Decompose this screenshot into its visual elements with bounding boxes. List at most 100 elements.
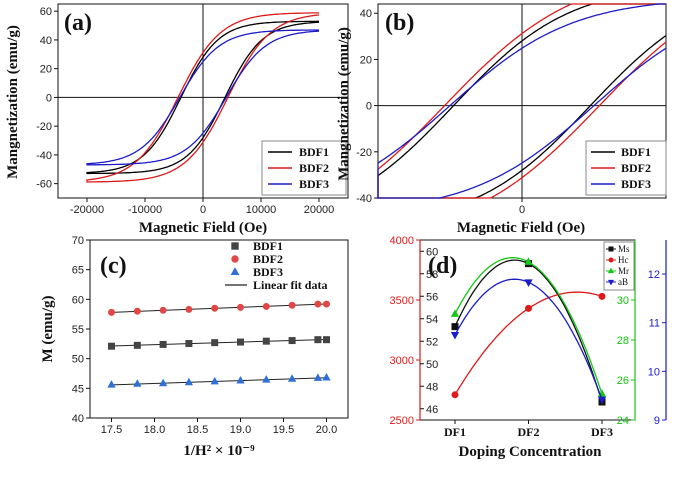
panel-c-point-bdf2	[211, 304, 219, 312]
panel-c-label: (c)	[100, 253, 127, 279]
panel-b-legend-label: BDF1	[621, 145, 651, 159]
panel-b-loop-bdf3	[377, 3, 667, 199]
panel-c-xtick-label: 17.5	[101, 424, 122, 436]
panel-a-legend-label: BDF3	[299, 177, 329, 191]
panel-c-point-bdf3	[210, 376, 219, 385]
panel-d-ab-tick-label: 9	[654, 415, 660, 427]
panel-d-ms-tick-label: 56	[426, 291, 438, 303]
panel-a-ytick-label: 0	[46, 92, 52, 104]
panel-c-point-bdf2	[314, 300, 322, 308]
panel-d-ab-tick-label: 12	[648, 269, 660, 281]
panel-c-point-bdf3	[313, 373, 323, 381]
panel-a-ylabel: Mangnetization (emu/g)	[5, 25, 21, 179]
panel-d-curve-mr	[454, 257, 603, 395]
panel-c-xlabel: 1/H² × 10⁻⁹	[183, 443, 255, 459]
panel-d-point-ab	[524, 279, 533, 287]
panel-c-point-bdf2	[159, 306, 167, 314]
panel-c-point-bdf2	[133, 307, 141, 315]
panel-c-point-bdf2	[323, 300, 330, 308]
panel-a-legend-label: BDF2	[299, 161, 329, 175]
panel-d-legend-marker	[607, 279, 615, 286]
panel-d-xlabel: Doping Concentration	[459, 444, 603, 460]
panel-a-ytick-label: -40	[36, 150, 52, 162]
panel-d-ms-tick-label: 52	[426, 336, 438, 348]
panel-c-legend-label: BDF2	[253, 252, 283, 266]
panel-b-ytick-label: -20	[356, 147, 372, 159]
panel-c-frame	[89, 239, 349, 419]
panel-a-xtick-label: -20000	[70, 204, 104, 216]
panel-c-legend-label: BDF3	[253, 265, 283, 279]
panel-c-point-bdf2	[237, 303, 244, 311]
panel-b-xtick-label: 0	[519, 204, 525, 216]
panel-d-mr-tick-label: 30	[617, 295, 629, 307]
panel-c-legend-label: BDF1	[253, 239, 283, 253]
panel-a-xlabel: Magnetic Field (Oe)	[139, 220, 267, 236]
panel-d-ms-tick-label: 60	[426, 246, 438, 258]
panel-c-point-bdf1	[211, 339, 219, 347]
panel-d-legend-label: aB	[618, 277, 628, 287]
panel-d-point-hc	[598, 292, 606, 300]
panel-c-point-bdf1	[288, 337, 296, 345]
panel-d-ab-tick-label: 10	[648, 366, 660, 378]
panel-d-mr-tick-label: 24	[617, 415, 629, 427]
panel-c-point-bdf3	[107, 380, 116, 388]
panel-a-loop-bdf2	[86, 12, 320, 183]
panel-a-ytick-label: -60	[36, 179, 52, 191]
panel-c-ytick-label: 70	[72, 235, 84, 247]
panel-d-point-hc	[525, 304, 532, 312]
panel-c-ytick-label: 60	[72, 294, 84, 306]
panel-d-label: (d)	[428, 253, 457, 279]
panel-c-point-bdf2	[262, 302, 270, 310]
panel-c-point-bdf3	[322, 373, 331, 381]
panel-d-legend-label: Hc	[618, 255, 629, 265]
panel-c-xtick-label: 19.5	[273, 424, 294, 436]
panel-d-ms-tick-label: 46	[426, 404, 438, 416]
panel-d-xtick-label: DF1	[444, 425, 466, 439]
panel-b-ytick-label: 20	[360, 54, 372, 66]
panel-c-legend-marker	[231, 242, 239, 250]
panel-a-legend-label: BDF1	[299, 145, 329, 159]
panel-c-point-bdf3	[133, 379, 142, 387]
panel-d-legend-label: Mr	[618, 266, 629, 276]
panel-a-ytick-label: 60	[40, 6, 52, 18]
panel-c-point-bdf1	[108, 342, 115, 350]
panel-d-ms-tick-label: 50	[426, 359, 438, 371]
panel-a-label: (a)	[64, 10, 92, 36]
panel-b-xlabel: Magnetic Field (Oe)	[457, 220, 585, 236]
panel-d-legend-marker	[608, 246, 614, 252]
panel-b-ytick-label: 0	[366, 101, 372, 113]
panel-a-ytick-label: 40	[40, 35, 52, 47]
panel-c-point-bdf1	[185, 340, 193, 348]
panel-c-ytick-label: 40	[72, 413, 84, 425]
panel-b-legend-label: BDF2	[621, 161, 651, 175]
panel-c-xtick-label: 20.0	[316, 424, 337, 436]
panel-d-hc-tick-label: 3000	[390, 355, 414, 367]
panel-c-legend-fit-label: Linear fit data	[253, 278, 327, 292]
panel-a-xtick-label: 20000	[304, 204, 335, 216]
panel-a-ytick-label: -20	[36, 121, 52, 133]
panel-d-point-ab	[597, 396, 607, 405]
panel-c-point-bdf3	[158, 378, 168, 387]
panel-c-point-bdf3	[262, 375, 271, 383]
panel-d-ms-tick-label: 54	[426, 314, 438, 326]
panel-d-point-mr	[450, 309, 460, 317]
panel-b-label: (b)	[385, 10, 414, 36]
panel-c-ytick-label: 65	[72, 265, 84, 277]
panel-c-point-bdf1	[323, 336, 330, 344]
panel-c-point-bdf3	[184, 377, 194, 386]
panel-c-legend-marker	[231, 255, 239, 263]
panel-c-xtick-label: 19.0	[230, 424, 251, 436]
panel-d-point-mr	[524, 257, 533, 265]
panel-d-hc-tick-label: 3500	[390, 295, 414, 307]
panel-d-hc-tick-label: 2500	[390, 415, 414, 427]
panel-a-ytick-label: 20	[40, 64, 52, 76]
panel-d-legend-label: Ms	[618, 244, 630, 254]
panel-c-point-bdf2	[288, 301, 296, 309]
panel-b-ytick-label: -40	[356, 193, 372, 205]
panel-a-xtick-label: 10000	[246, 204, 277, 216]
panel-d-point-ms	[451, 323, 459, 331]
panel-c-point-bdf1	[133, 341, 141, 349]
panel-b-ylabel: Mangnetization (emu/g)	[336, 27, 352, 181]
panel-c-point-bdf3	[287, 374, 297, 382]
panel-d-ab-tick-label: 11	[649, 318, 660, 330]
